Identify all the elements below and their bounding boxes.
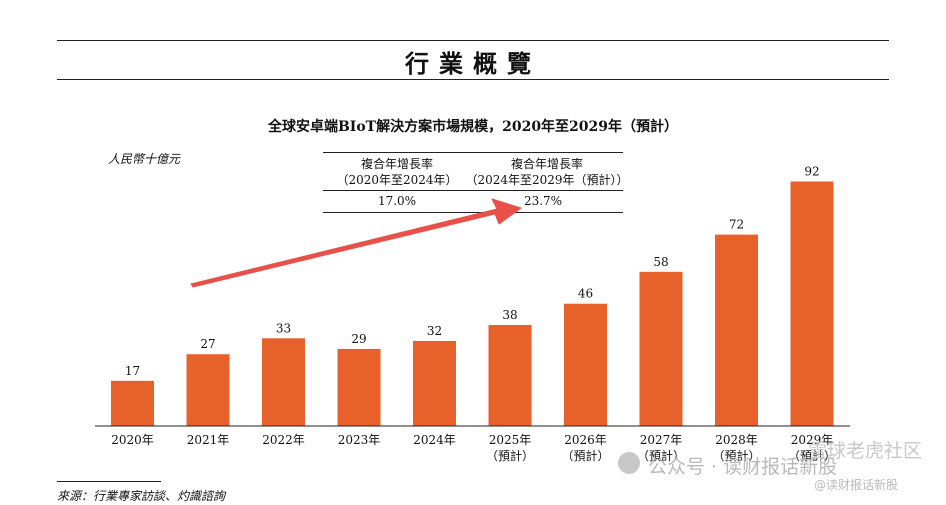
footnote-rule — [57, 481, 161, 482]
source-note: 來源：行業專家訪談、灼識諮詢 — [57, 489, 226, 503]
x-tick-forecast-note: （預計） — [637, 448, 685, 463]
data-label: 29 — [351, 332, 366, 346]
data-label: 58 — [653, 255, 668, 269]
bar-2026年 — [564, 303, 607, 426]
x-tick-label: 2027年 — [640, 433, 683, 447]
data-label: 46 — [578, 287, 593, 301]
header-bottom-rule — [57, 79, 889, 80]
bar-2027年 — [639, 271, 683, 426]
section-title: 行業概覽 — [405, 49, 541, 78]
data-label: 38 — [502, 308, 517, 322]
x-tick-label: 2020年 — [111, 433, 154, 447]
cagr-table-bottom-rule — [323, 212, 623, 213]
bar-2022年 — [262, 338, 305, 426]
x-tick-label: 2024年 — [413, 433, 456, 447]
data-label: 17 — [125, 364, 140, 378]
data-label: 27 — [200, 337, 215, 351]
watermark-corner: 雪球老虎社区 — [808, 440, 923, 462]
watermark-main: 公众号 · 读财报话新股 — [648, 456, 838, 478]
chart-title: 全球安卓端BIoT解決方案市場規模，2020年至2029年（預計） — [267, 119, 679, 135]
x-tick-label: 2021年 — [187, 433, 230, 447]
bar-2028年 — [715, 234, 758, 426]
cagr-header-1-line2: （2020年至2024年） — [336, 173, 458, 187]
cagr-header-2-line1: 複合年增長率 — [510, 157, 583, 171]
x-tick-label: 2022年 — [262, 433, 305, 447]
data-label: 92 — [804, 164, 819, 178]
bar-2020年 — [111, 380, 154, 426]
x-tick-label: 2029年 — [791, 433, 834, 447]
x-tick-label: 2028年 — [715, 433, 758, 447]
data-label: 32 — [427, 324, 442, 338]
cagr-value-2: 23.7% — [523, 194, 563, 208]
x-tick-forecast-note: （預計） — [712, 448, 760, 463]
cagr-header-2: 複合年增長率 （2024年至2029年（預計）） — [463, 156, 631, 188]
data-label: 33 — [276, 321, 291, 335]
data-label: 72 — [729, 218, 744, 232]
cagr-header-1-line1: 複合年增長率 — [360, 157, 433, 171]
cagr-header-2-line2: （2024年至2029年（預計）） — [465, 173, 629, 187]
x-tick-forecast-note: （預計） — [788, 448, 836, 463]
cagr-table-mid-rule — [323, 190, 623, 191]
x-tick-forecast-note: （預計） — [486, 448, 534, 463]
cagr-header-1: 複合年增長率 （2020年至2024年） — [323, 156, 471, 188]
bar-2021年 — [186, 354, 230, 426]
watermark-handle: @读财报话新股 — [814, 478, 899, 492]
bar-2024年 — [413, 340, 456, 426]
cagr-value-1: 17.0% — [377, 194, 417, 208]
x-tick-label: 2026年 — [564, 433, 607, 447]
x-tick-label: 2025年 — [489, 433, 532, 447]
header-top-rule — [57, 40, 889, 41]
bar-2025年 — [488, 324, 532, 426]
cagr-table-top-rule — [323, 152, 623, 153]
bar-2023年 — [337, 348, 381, 426]
bar-2029年 — [790, 181, 834, 426]
unit-label: 人民幣十億元 — [108, 152, 181, 166]
x-tick-forecast-note: （預計） — [561, 448, 609, 463]
growth-arrow-icon — [190, 198, 522, 288]
x-tick-label: 2023年 — [338, 433, 381, 447]
watermark-logo-icon — [618, 452, 640, 474]
